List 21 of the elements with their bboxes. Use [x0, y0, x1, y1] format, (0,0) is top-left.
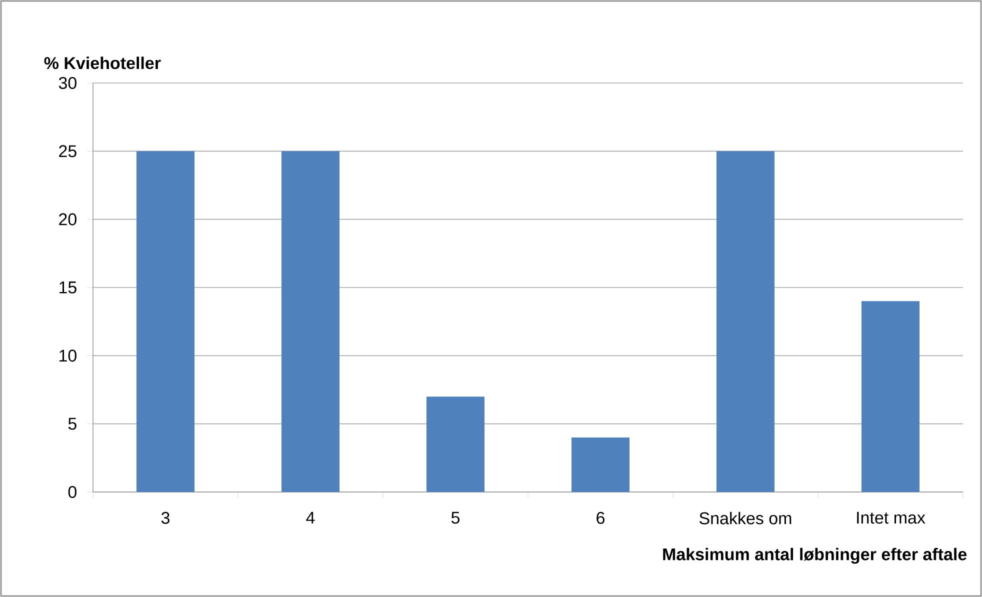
y-axis-title: % Kviehoteller [44, 56, 161, 70]
x-tick-label: 5 [451, 512, 460, 524]
bar [426, 396, 485, 492]
y-tick-label: 30 [58, 76, 76, 90]
y-tick-label: 5 [68, 418, 76, 430]
bar [572, 437, 630, 492]
x-tick-label: 6 [596, 512, 604, 524]
bar [282, 151, 340, 492]
y-tick-label: 10 [60, 350, 76, 362]
bar [862, 301, 920, 492]
x-tick-label: Intet max [857, 512, 926, 524]
bar [716, 151, 775, 492]
x-tick-label: 4 [306, 512, 315, 524]
x-tick-label: 3 [161, 512, 170, 524]
bar [136, 151, 194, 492]
y-tick-label: 20 [59, 213, 76, 226]
y-tick-label: 15 [60, 282, 76, 294]
x-axis-title: Maksimum antal løbninger efter aftale [663, 548, 967, 564]
x-tick-label: Snakkes om [700, 512, 792, 524]
y-tick-label: 25 [59, 145, 76, 158]
y-tick-label: 0 [68, 486, 76, 498]
